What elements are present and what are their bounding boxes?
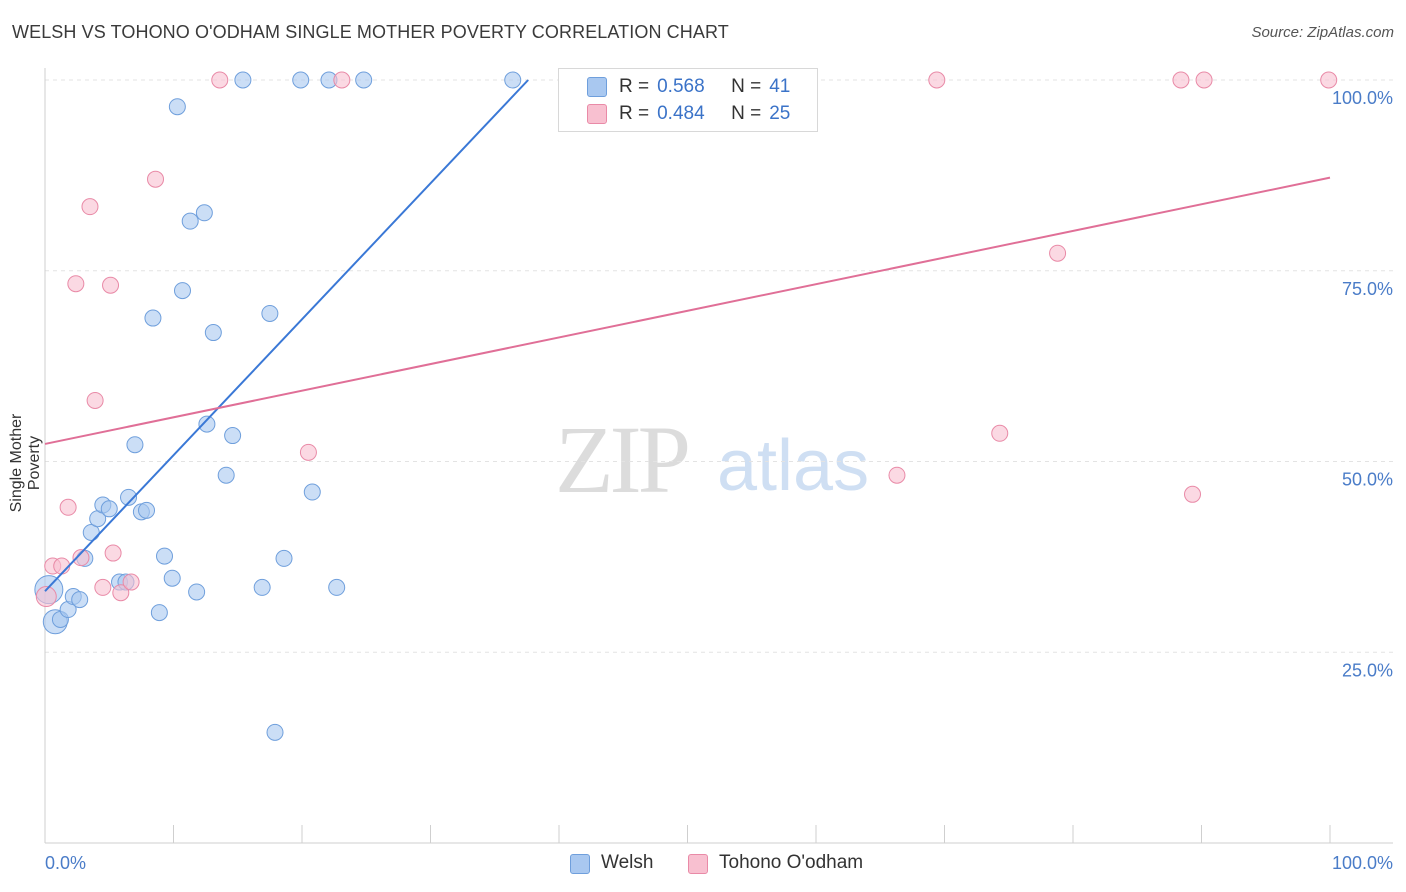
legend-swatch-tohono [587, 104, 607, 124]
legend-r-value-tohono: 0.484 [657, 103, 705, 124]
legend-r-label: R = [619, 76, 650, 97]
point-tohono [333, 71, 351, 89]
point-tohono [35, 586, 57, 608]
trend-line-welsh [44, 79, 529, 592]
legend-r-value-welsh: 0.568 [657, 76, 705, 97]
point-welsh [163, 569, 181, 587]
point-welsh [204, 324, 222, 342]
point-welsh [266, 723, 284, 741]
point-welsh [126, 436, 144, 454]
point-welsh [144, 309, 162, 327]
point-tohono [1320, 71, 1338, 89]
point-tohono [112, 584, 130, 602]
y-tick-labels: 25.0% 50.0% 75.0% 100.0% [1332, 88, 1393, 680]
point-tohono [1172, 71, 1190, 89]
legend-swatch-welsh [587, 77, 607, 97]
point-welsh [195, 204, 213, 222]
point-tohono [122, 573, 140, 591]
point-welsh [292, 71, 310, 89]
point-welsh [173, 282, 191, 300]
point-tohono [991, 424, 1009, 442]
bottom-legend-tohono: Tohono O'odham [719, 852, 864, 873]
y-axis-label: Single Mother Poverty [8, 413, 43, 513]
trend-lines [44, 79, 1331, 592]
legend-n-label: N = [731, 76, 762, 97]
point-welsh [156, 547, 174, 565]
point-welsh [168, 98, 186, 116]
point-tohono [1049, 244, 1067, 262]
point-welsh [303, 483, 321, 501]
point-tohono [147, 170, 165, 188]
y-tick-label: 75.0% [1342, 279, 1393, 299]
point-welsh [138, 501, 156, 519]
x-tick-label: 0.0% [45, 853, 86, 873]
trend-line-tohono [44, 176, 1331, 445]
watermark-zip: ZIP [555, 406, 688, 513]
point-tohono [104, 544, 122, 562]
point-welsh [253, 578, 271, 596]
y-tick-label: 25.0% [1342, 660, 1393, 680]
legend-row-welsh: R = 0.568 N = 41 [619, 76, 790, 98]
point-tohono [59, 498, 77, 516]
bottom-legend-swatch-welsh [570, 854, 590, 874]
point-tohono [53, 557, 71, 575]
point-tohono [102, 276, 120, 294]
points [34, 71, 1338, 741]
x-tick-labels: 0.0% 100.0% [45, 853, 1393, 873]
point-tohono [211, 71, 229, 89]
legend-r-label: R = [619, 103, 650, 124]
point-tohono [67, 275, 85, 293]
legend-n-value-welsh: 41 [769, 76, 791, 97]
grid [45, 79, 1393, 653]
x-tick-label: 100.0% [1332, 853, 1393, 873]
chart-source: Source: ZipAtlas.com [1251, 24, 1394, 41]
point-welsh [275, 549, 293, 567]
watermark: ZIP atlas [555, 406, 869, 513]
legend-n-value-tohono: 25 [769, 103, 791, 124]
point-welsh [217, 466, 235, 484]
bottom-legend-welsh: Welsh [601, 852, 654, 873]
point-tohono [928, 71, 946, 89]
point-welsh [188, 583, 206, 601]
point-welsh [355, 71, 373, 89]
point-welsh [198, 415, 216, 433]
point-welsh [234, 71, 252, 89]
y-tick-label: 100.0% [1332, 88, 1393, 108]
point-welsh [150, 604, 168, 622]
legend-row-tohono: R = 0.484 N = 25 [619, 103, 790, 125]
point-tohono [86, 391, 104, 409]
point-tohono [72, 549, 90, 567]
point-welsh [71, 591, 89, 609]
point-tohono [888, 466, 906, 484]
point-welsh [100, 500, 118, 518]
point-tohono [1195, 71, 1213, 89]
legend-n-label: N = [731, 103, 762, 124]
point-welsh [504, 71, 522, 89]
point-welsh [224, 427, 242, 445]
point-tohono [94, 578, 112, 596]
chart-title: WELSH VS TOHONO O'ODHAM SINGLE MOTHER PO… [12, 22, 729, 42]
axes [44, 68, 1393, 844]
point-welsh [261, 304, 279, 322]
point-welsh [120, 488, 138, 506]
watermark-atlas: atlas [717, 426, 869, 506]
y-tick-label: 50.0% [1342, 470, 1393, 490]
point-welsh [181, 212, 199, 230]
point-tohono [1184, 485, 1202, 503]
point-tohono [81, 198, 99, 216]
bottom-legend-swatch-tohono [688, 854, 708, 874]
point-welsh [328, 578, 346, 596]
point-tohono [299, 443, 317, 461]
legend: R = 0.568 N = 41 R = 0.484 N = 25 [558, 68, 818, 132]
